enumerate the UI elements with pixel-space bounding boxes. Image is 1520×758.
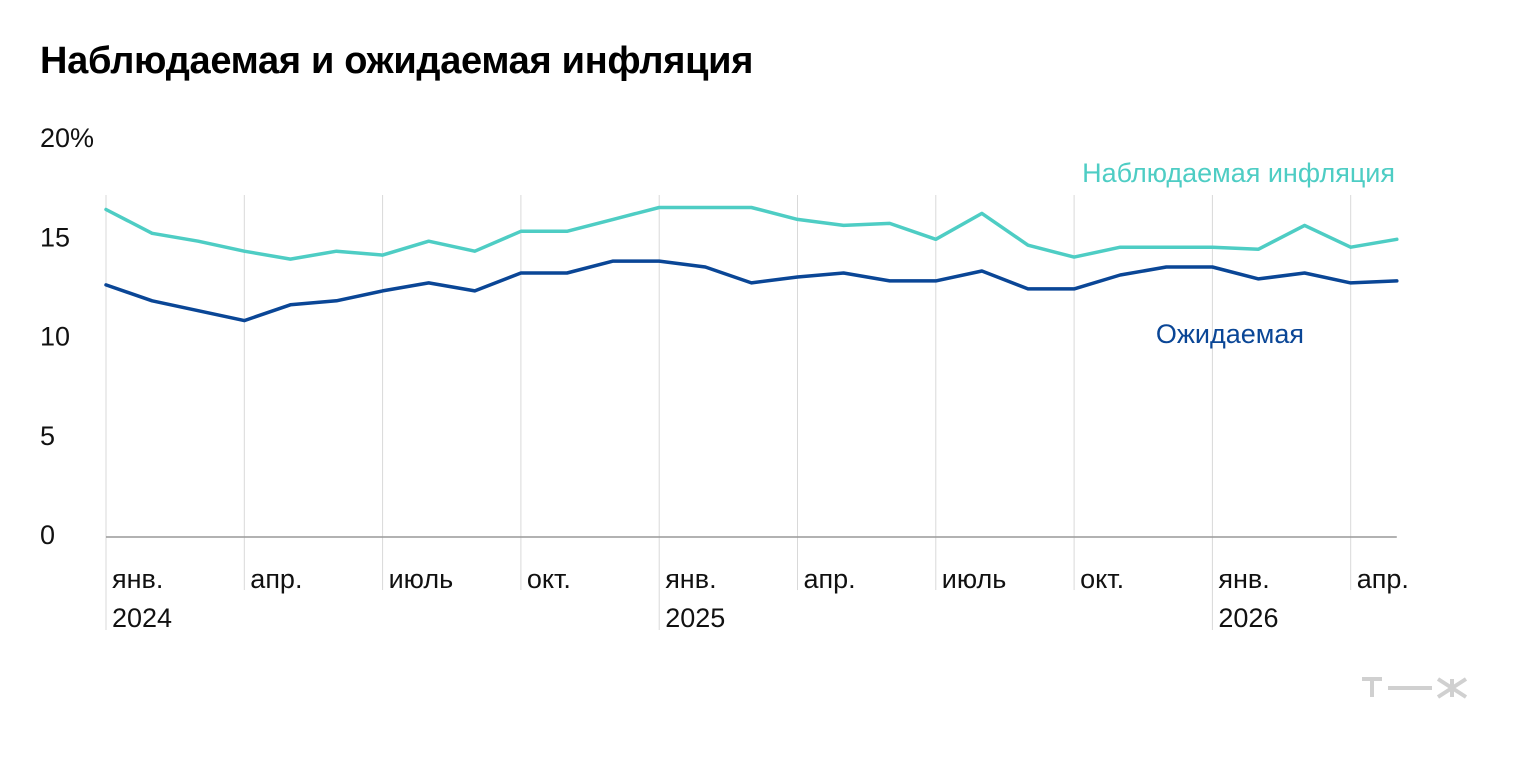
observed-inflation-line — [104, 205, 1399, 261]
x-tick-label: июль — [389, 564, 454, 594]
y-tick-label: 0 — [40, 520, 55, 550]
observed-inflation-label: Наблюдаемая инфляция — [1082, 158, 1395, 188]
expected-inflation-line — [104, 259, 1399, 323]
x-tick-label: янв. — [665, 564, 716, 594]
chart-title: Наблюдаемая и ожидаемая инфляция — [40, 40, 754, 82]
x-tick-label: янв. — [1218, 564, 1269, 594]
x-tick-year-label: 2024 — [112, 603, 172, 633]
y-tick-label: 5 — [40, 421, 55, 451]
x-tick-label: янв. — [112, 564, 163, 594]
expected-inflation-label: Ожидаемая — [1156, 319, 1304, 349]
series-lines — [104, 205, 1399, 323]
x-tick-label: апр. — [1357, 564, 1409, 594]
y-tick-label: 20% — [40, 123, 94, 153]
x-tick-year-label: 2026 — [1218, 603, 1278, 633]
x-tick-label: окт. — [527, 564, 571, 594]
y-tick-label: 15 — [40, 222, 70, 252]
x-tick-label: июль — [942, 564, 1007, 594]
y-axis-ticks: 0 5 10 15 20% — [40, 123, 94, 550]
x-tick-year-label: 2025 — [665, 603, 725, 633]
x-tick-label: окт. — [1080, 564, 1124, 594]
tzh-logo-icon — [1362, 677, 1468, 699]
series-labels: Наблюдаемая инфляция Ожидаемая — [1082, 158, 1395, 349]
x-tick-label: апр. — [804, 564, 856, 594]
y-tick-label: 10 — [40, 322, 70, 352]
x-axis-ticks: янв. 2024 апр. июль окт. янв. 2025 апр. июль окт.… — [112, 564, 1409, 633]
x-tick-label: апр. — [250, 564, 302, 594]
